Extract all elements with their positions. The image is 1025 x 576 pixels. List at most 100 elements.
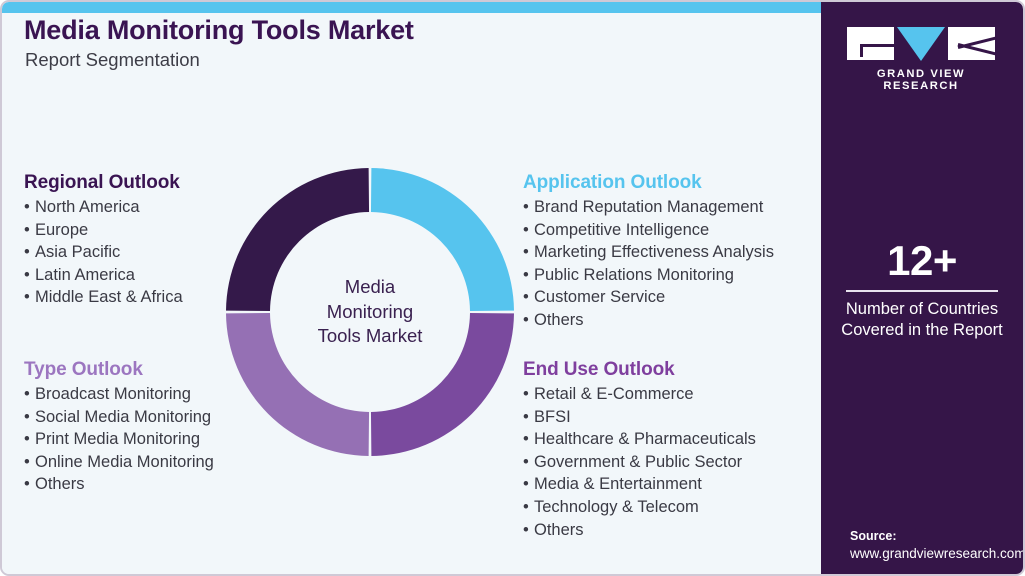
list-item-label: Online Media Monitoring (35, 452, 214, 471)
list-item-label: Public Relations Monitoring (534, 265, 734, 284)
list-item: • Retail & E-Commerce (523, 383, 756, 406)
bullet-icon: • (523, 198, 529, 216)
logo-marks (847, 27, 995, 61)
bullet-icon: • (523, 407, 529, 426)
country-count-stat: 12+ Number of Countries Covered in the R… (821, 238, 1023, 341)
list-item-label: Social Media Monitoring (35, 407, 212, 426)
list-item-label: Media & Entertainment (534, 475, 702, 494)
outlook-block-type: Type Outlook • Broadcast Monitoring • Soci… (24, 359, 214, 496)
list-item-label: Others (534, 310, 584, 329)
list-item-label: Marketing Effectiveness Analysis (534, 243, 774, 262)
outlook-list-type: • Broadcast Monitoring • Social Media Moni… (24, 383, 214, 496)
bullet-icon: • (24, 243, 30, 262)
bullet-icon: • (523, 497, 529, 516)
bullet-icon: • (24, 407, 30, 426)
outlook-title-type: Type Outlook (24, 359, 143, 380)
source-label: Source: (850, 529, 897, 543)
list-item: • Media & Entertainment (523, 473, 756, 496)
list-item: • Middle East & Africa (24, 286, 183, 309)
outlook-title-enduse: End Use Outlook (523, 359, 675, 380)
list-item-label: Broadcast Monitoring (35, 385, 191, 403)
grand-view-research-logo: GRAND VIEW RESEARCH (847, 27, 995, 92)
list-item: • Government & Public Sector (523, 451, 756, 474)
bullet-icon: • (24, 220, 30, 239)
list-item-label: Healthcare & Pharmaceuticals (534, 430, 756, 449)
page-title: Media Monitoring Tools Market (24, 15, 414, 45)
list-item: • Social Media Monitoring (24, 406, 214, 429)
stat-caption: Number of Countries Covered in the Repor… (821, 299, 1023, 341)
list-item: • Asia Pacific (24, 241, 183, 264)
donut-segment (370, 312, 514, 456)
list-item: • Healthcare & Pharmaceuticals (523, 428, 756, 451)
logo-letter-r-icon (948, 27, 995, 60)
bullet-icon: • (24, 265, 30, 284)
list-item-label: Others (534, 520, 584, 539)
donut-segment (226, 168, 370, 312)
outlook-list-regional: • North America • Europe • Asia Pacific • La… (24, 196, 183, 309)
logo-letter-v-triangle-icon (897, 27, 945, 61)
list-item: • Others (523, 519, 756, 542)
outlook-block-application: Application Outlook • Brand Reputation Ma… (523, 172, 774, 332)
donut-segment (226, 312, 370, 456)
logo-wordmark: GRAND VIEW RESEARCH (876, 68, 966, 92)
list-item: • Public Relations Monitoring (523, 264, 774, 287)
list-item-label: Technology & Telecom (534, 497, 699, 516)
list-item: • Others (523, 309, 774, 332)
source-block: Source: www.grandviewresearch.com (850, 528, 1025, 563)
list-item: • Online Media Monitoring (24, 451, 214, 474)
list-item-label: Europe (35, 220, 89, 239)
list-item-label: Others (35, 475, 85, 494)
outlook-list-enduse: • Retail & E-Commerce • BFSI • Healthcare &… (523, 383, 756, 541)
sidebar-panel: GRAND VIEW RESEARCH 12+ Number of Countr… (821, 2, 1025, 574)
list-item-label: Print Media Monitoring (35, 430, 201, 449)
stat-caption-line-1: Number of Countries (845, 300, 999, 318)
bullet-icon: • (523, 265, 529, 284)
outlook-block-regional: Regional Outlook • North America • Europe … (24, 172, 183, 309)
logo-letter-g-icon (847, 27, 894, 60)
bullet-icon: • (523, 243, 529, 262)
list-item: • Europe (24, 219, 183, 242)
bullet-icon: • (523, 385, 529, 403)
list-item-label: BFSI (534, 407, 571, 426)
bullet-icon: • (523, 520, 529, 539)
source-url[interactable]: www.grandviewresearch.com (850, 546, 1025, 561)
list-item: • Others (24, 473, 214, 496)
stat-caption-line-2: Covered in the Report (841, 321, 1003, 339)
list-item: • Latin America (24, 264, 183, 287)
list-item-label: Customer Service (534, 288, 666, 307)
list-item-label: Competitive Intelligence (534, 220, 710, 239)
stat-value: 12+ (887, 237, 957, 284)
list-item: • Competitive Intelligence (523, 219, 774, 242)
stat-divider (846, 290, 998, 292)
bullet-icon: • (523, 220, 529, 239)
list-item: • North America (24, 196, 183, 219)
bullet-icon: • (523, 475, 529, 494)
donut-chart-svg (226, 168, 514, 456)
page-subtitle: Report Segmentation (25, 49, 200, 70)
list-item-label: Asia Pacific (35, 243, 121, 262)
list-item: • BFSI (523, 406, 756, 429)
outlook-list-application: • Brand Reputation Management • Competitiv… (523, 196, 774, 332)
donut-chart: Media Monitoring Tools Market (224, 166, 516, 458)
outlook-title-application: Application Outlook (523, 172, 702, 193)
list-item: • Brand Reputation Management (523, 196, 774, 219)
list-item-label: Retail & E-Commerce (534, 385, 694, 403)
bullet-icon: • (24, 475, 30, 494)
bullet-icon: • (24, 452, 30, 471)
donut-segment (370, 168, 514, 312)
top-accent-bar (2, 2, 825, 13)
list-item-label: North America (35, 198, 140, 216)
list-item-label: Middle East & Africa (35, 288, 183, 307)
bullet-icon: • (24, 288, 30, 307)
list-item: • Marketing Effectiveness Analysis (523, 241, 774, 264)
left-content-panel (2, 13, 825, 574)
outlook-block-enduse: End Use Outlook • Retail & E-Commerce • BF… (523, 359, 756, 541)
list-item: • Technology & Telecom (523, 496, 756, 519)
bullet-icon: • (523, 310, 529, 329)
outlook-title-regional: Regional Outlook (24, 172, 180, 193)
bullet-icon: • (24, 385, 30, 403)
bullet-icon: • (523, 452, 529, 471)
list-item-label: Brand Reputation Management (534, 198, 764, 216)
bullet-icon: • (523, 430, 529, 449)
